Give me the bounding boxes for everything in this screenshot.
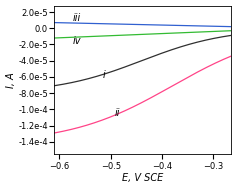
Y-axis label: I, A: I, A: [5, 72, 16, 88]
Text: iii: iii: [72, 13, 81, 23]
Text: iv: iv: [72, 36, 81, 46]
X-axis label: E, V SCE: E, V SCE: [122, 174, 164, 184]
Text: ii: ii: [115, 108, 120, 119]
Text: i: i: [103, 70, 106, 80]
